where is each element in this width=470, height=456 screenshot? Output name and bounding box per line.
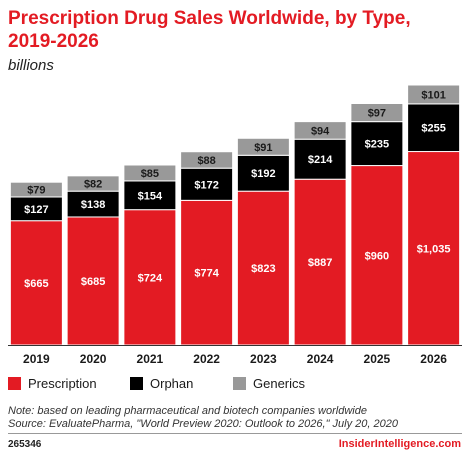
data-label-orphan-2024: $214 xyxy=(308,154,333,166)
bar-prescription-2026 xyxy=(407,151,461,346)
x-tick-label-2025: 2025 xyxy=(364,352,391,366)
x-tick-label-2022: 2022 xyxy=(193,352,220,366)
data-label-orphan-2023: $192 xyxy=(251,168,275,180)
x-tick-label-2021: 2021 xyxy=(137,352,164,366)
legend-swatch-prescription xyxy=(8,377,21,390)
chart-id: 265346 xyxy=(8,439,42,450)
data-label-orphan-2025: $235 xyxy=(365,139,389,151)
data-label-orphan-2026: $255 xyxy=(421,123,445,135)
chart-title: Prescription Drug Sales Worldwide, by Ty… xyxy=(8,8,411,52)
x-tick-label-2024: 2024 xyxy=(307,352,334,366)
data-label-generics-2023: $91 xyxy=(254,142,272,154)
legend-item-orphan: Orphan xyxy=(130,376,193,391)
bar-orphan-2020 xyxy=(66,190,120,218)
legend-item-generics: Generics xyxy=(233,376,305,391)
data-label-orphan-2022: $172 xyxy=(194,179,218,191)
x-tick-label-2019: 2019 xyxy=(23,352,50,366)
bar-orphan-2025 xyxy=(350,121,404,167)
bar-orphan-2021 xyxy=(123,180,177,211)
data-label-generics-2026: $101 xyxy=(421,89,445,101)
data-label-prescription-2019: $665 xyxy=(24,278,48,290)
bar-generics-2023 xyxy=(236,137,290,156)
data-label-prescription-2022: $774 xyxy=(194,268,219,280)
bar-generics-2019 xyxy=(9,181,63,198)
brand-logo-link[interactable]: InsiderIntelligence.com xyxy=(338,438,461,450)
legend-label-orphan: Orphan xyxy=(150,376,194,391)
bar-prescription-2021 xyxy=(123,209,177,346)
legend-label-generics: Generics xyxy=(253,376,306,391)
legend-label-prescription: Prescription xyxy=(28,376,97,391)
data-label-prescription-2023: $823 xyxy=(251,263,275,275)
footnote: Note: based on leading pharmaceutical an… xyxy=(8,405,398,431)
bar-generics-2026 xyxy=(407,84,461,105)
bar-generics-2024 xyxy=(293,121,347,140)
data-label-generics-2019: $79 xyxy=(27,185,45,197)
data-label-prescription-2024: $887 xyxy=(308,257,332,269)
data-label-generics-2025: $97 xyxy=(368,108,386,120)
data-label-prescription-2020: $685 xyxy=(81,276,105,288)
data-label-generics-2021: $85 xyxy=(141,168,159,180)
bar-prescription-2020 xyxy=(66,216,120,346)
footnote-note: Note: based on leading pharmaceutical an… xyxy=(8,405,367,417)
x-tick-label-2026: 2026 xyxy=(420,352,447,366)
bar-generics-2025 xyxy=(350,103,404,123)
bar-prescription-2023 xyxy=(236,190,290,346)
bar-generics-2022 xyxy=(180,151,234,169)
data-label-generics-2020: $82 xyxy=(84,179,102,191)
data-label-prescription-2026: $1,035 xyxy=(417,243,451,255)
stacked-bar-chart: $665 $127 $79 2019 $685 $138 $82 2020 $724 $154 $8… xyxy=(8,84,462,366)
footnote-source: Source: EvaluatePharma, "World Preview 2… xyxy=(8,418,398,430)
x-tick-label-2020: 2020 xyxy=(80,352,107,366)
data-label-orphan-2021: $154 xyxy=(138,190,163,202)
footer-divider xyxy=(8,433,462,434)
bar-generics-2020 xyxy=(66,175,120,192)
data-label-generics-2022: $88 xyxy=(197,155,215,167)
bar-orphan-2023 xyxy=(236,154,290,192)
data-label-prescription-2021: $724 xyxy=(138,272,163,284)
data-label-generics-2024: $94 xyxy=(311,125,330,137)
data-label-prescription-2025: $960 xyxy=(365,250,389,262)
bar-prescription-2025 xyxy=(350,165,404,346)
x-tick-label-2023: 2023 xyxy=(250,352,277,366)
legend-swatch-generics xyxy=(233,377,246,390)
bar-prescription-2019 xyxy=(9,220,63,346)
data-label-orphan-2020: $138 xyxy=(81,199,105,211)
chart-subtitle: billions xyxy=(8,57,54,74)
data-label-orphan-2019: $127 xyxy=(24,204,48,216)
bar-prescription-2022 xyxy=(180,199,234,346)
bar-generics-2021 xyxy=(123,164,177,182)
bar-prescription-2024 xyxy=(293,178,347,346)
legend-item-prescription: Prescription xyxy=(8,376,97,391)
legend-swatch-orphan xyxy=(130,377,143,390)
